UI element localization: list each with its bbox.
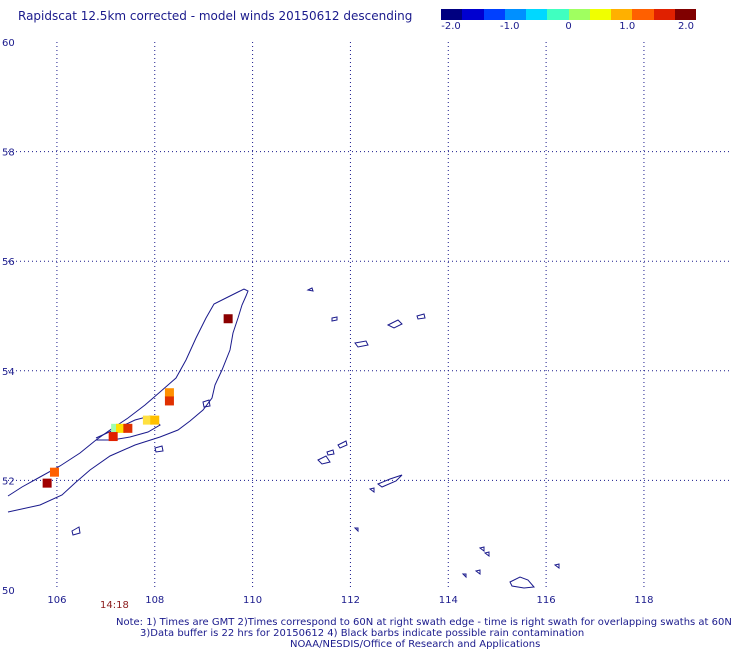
color-scale-swatch <box>589 9 611 20</box>
footnote-line-3: NOAA/NESDIS/Office of Research and Appli… <box>290 639 541 650</box>
lon-label: 118 <box>634 595 653 606</box>
wind-cell <box>123 423 133 433</box>
footnote-line-2: 3)Data buffer is 22 hrs for 20150612 4) … <box>140 628 585 639</box>
color-scale-bar <box>441 9 696 20</box>
lake-17 <box>461 573 467 579</box>
wind-cell <box>49 467 59 477</box>
wind-cell <box>42 478 52 488</box>
lon-label: 114 <box>439 595 458 606</box>
axis-labels: 60 58 56 54 52 50 106 108 110 112 114 116 118 <box>2 38 653 606</box>
lat-label: 58 <box>2 148 15 159</box>
color-scale-tick-label: -2.0 <box>441 21 461 32</box>
lake-4 <box>416 313 426 320</box>
color-scale-tick-label: 1.0 <box>619 21 636 32</box>
color-scale-swatch <box>674 9 696 20</box>
coastline <box>7 287 560 589</box>
lake-13 <box>202 399 211 408</box>
color-scale-swatch <box>632 9 654 20</box>
lake-10 <box>368 487 375 493</box>
lake-6 <box>317 455 331 465</box>
lon-label: 108 <box>145 595 164 606</box>
color-scale-swatch <box>483 9 505 20</box>
lake-14 <box>478 546 485 552</box>
wind-cells <box>42 314 233 488</box>
color-scale-swatch <box>653 9 675 20</box>
lake-1 <box>306 287 314 292</box>
lat-label: 50 <box>2 586 15 597</box>
color-scale-swatch <box>568 9 590 20</box>
footnote-line-1: Note: 1) Times are GMT 2)Times correspon… <box>116 617 732 628</box>
lake-15 <box>483 551 490 557</box>
lake-5 <box>354 340 369 348</box>
chart-title: Rapidscat 12.5km corrected - model winds… <box>18 9 413 23</box>
lake-2 <box>331 316 338 322</box>
wind-cell <box>150 415 160 425</box>
lon-label: 112 <box>341 595 360 606</box>
color-scale-swatch <box>547 9 569 20</box>
lat-label: 60 <box>2 38 15 49</box>
lat-label: 52 <box>2 476 15 487</box>
lat-label: 54 <box>2 367 15 378</box>
lake-9 <box>377 474 403 488</box>
color-scale-tick-label: 0 <box>565 21 572 32</box>
lake-7 <box>326 449 335 456</box>
wind-cell <box>111 423 121 433</box>
wind-cell <box>142 415 152 425</box>
lake-3 <box>386 319 403 329</box>
lon-label: 110 <box>243 595 262 606</box>
color-scale-swatch <box>504 9 526 20</box>
lake-18 <box>509 576 536 589</box>
lake-19 <box>553 563 560 569</box>
wind-cell <box>116 423 126 433</box>
wind-cell <box>164 388 174 398</box>
lat-lon-grid <box>8 42 732 590</box>
wind-cell <box>223 314 233 324</box>
wind-cell <box>108 432 118 442</box>
color-scale-swatch <box>462 9 484 20</box>
color-scale-swatch <box>611 9 633 20</box>
baikal-shore <box>7 288 249 513</box>
color-scale-swatch <box>441 9 463 20</box>
lat-label: 56 <box>2 257 15 268</box>
swath-time-label: 14:18 <box>100 600 129 611</box>
color-scale-tick-label: -1.0 <box>499 21 520 32</box>
color-scale-swatch <box>526 9 548 20</box>
lon-label: 116 <box>537 595 556 606</box>
color-scale-tick-label: 2.0 <box>678 21 694 32</box>
lon-label: 106 <box>47 595 66 606</box>
lake-16 <box>474 569 481 575</box>
lake-12 <box>154 445 164 453</box>
lake-11 <box>71 526 81 536</box>
lake-8 <box>337 440 348 449</box>
lake-20 <box>353 527 359 533</box>
wind-cell <box>164 396 174 406</box>
